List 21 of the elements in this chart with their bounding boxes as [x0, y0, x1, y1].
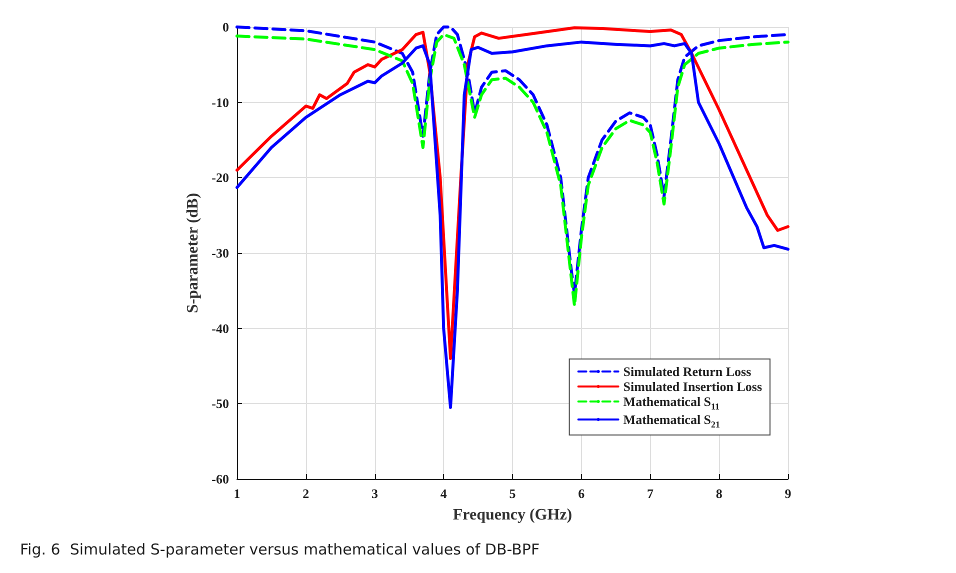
y-tick-label: -60 [212, 472, 229, 486]
y-tick-label: -20 [212, 170, 229, 186]
legend-label: Simulated Insertion Loss [623, 379, 762, 394]
y-tick-label: -40 [212, 320, 229, 336]
x-tick-label: 4 [440, 486, 448, 501]
x-tick-label: 7 [647, 486, 654, 501]
x-tick-label: 5 [509, 486, 516, 501]
y-tick-label: -50 [212, 396, 229, 412]
x-tick-label: 6 [578, 486, 586, 501]
caption: Fig. 6 Simulated S-parameter versus mathematical values of DB-BPF [20, 540, 540, 558]
x-tick-label: 1 [234, 486, 240, 501]
x-tick-label: 8 [716, 486, 723, 501]
y-tick-label: -30 [212, 246, 229, 260]
x-tick-label: 2 [302, 486, 310, 501]
x-axis-title: Frequency (GHz) [452, 506, 572, 524]
y-axis-title: S-parameter (dB) [184, 192, 202, 314]
x-tick-label: 3 [372, 486, 378, 501]
y-tick-label: 0 [222, 20, 229, 34]
y-tick-label: -10 [212, 94, 229, 110]
x-tick-label: 9 [784, 486, 792, 501]
legend-label: Simulated Return Loss [623, 364, 752, 379]
